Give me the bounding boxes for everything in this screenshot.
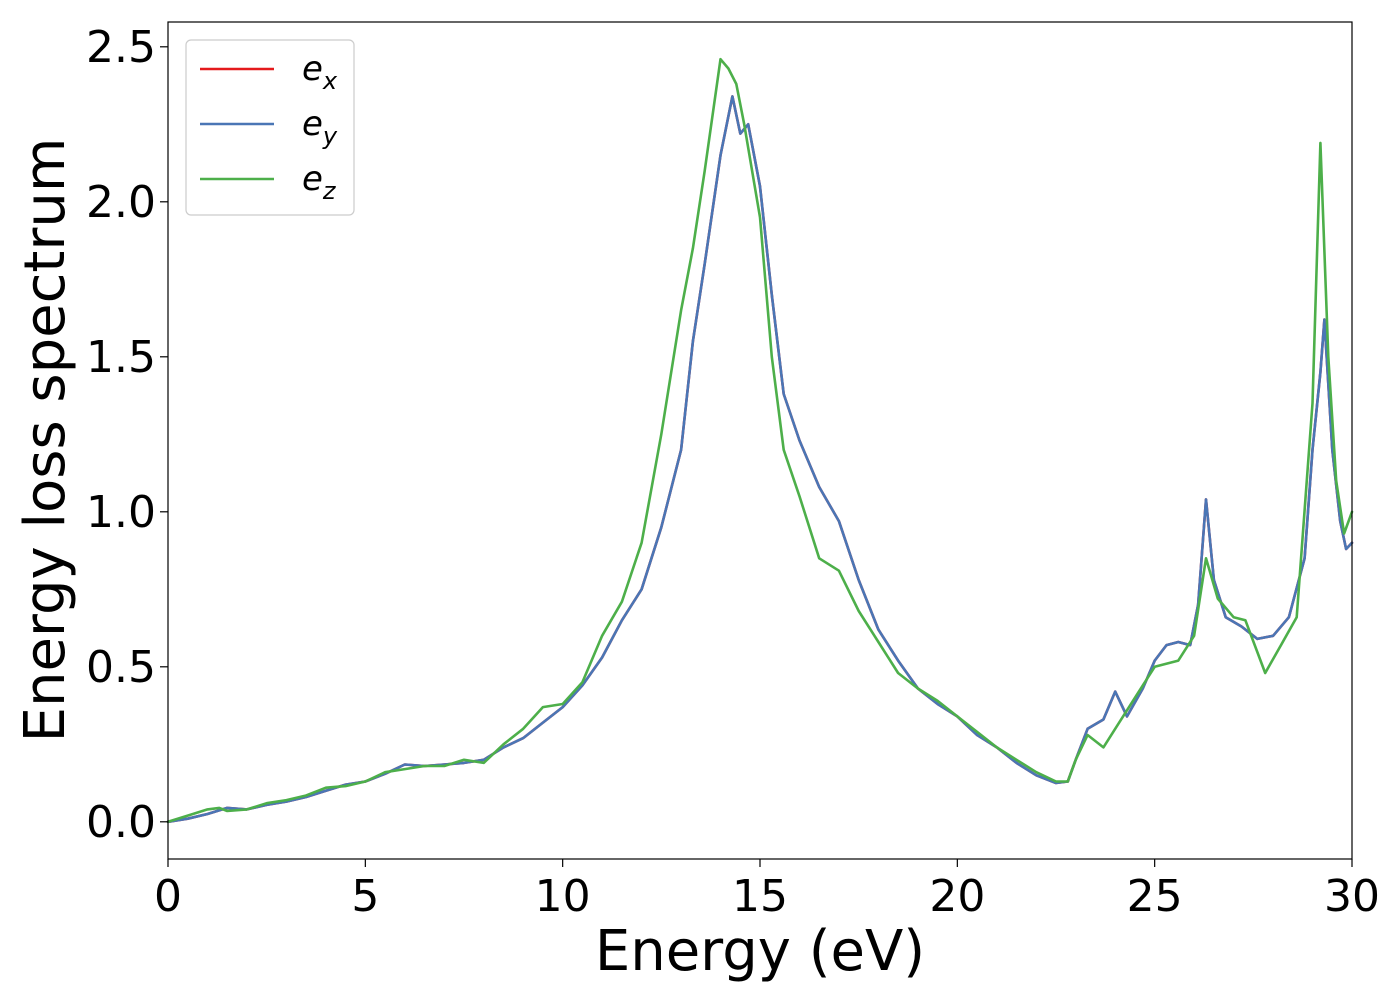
legend-label-subscript: x — [322, 67, 338, 95]
legend-label-e-x: ex — [302, 49, 338, 95]
x-tick-label: 10 — [535, 871, 591, 922]
x-tick-label: 5 — [351, 871, 379, 922]
series-layer — [166, 57, 1354, 824]
x-tick-label: 15 — [732, 871, 788, 922]
legend-label-base: e — [302, 49, 323, 89]
series-line-e-y — [166, 95, 1354, 824]
y-tick-label: 0.0 — [86, 797, 156, 848]
y-axis: 0.0 0.5 1.0 1.5 2.0 2.5 — [86, 22, 168, 848]
series-line-e-z — [166, 57, 1354, 824]
y-tick-label: 0.5 — [86, 642, 156, 693]
legend-box — [185, 39, 355, 216]
y-axis-label: Energy loss spectrum — [13, 138, 78, 743]
legend-label-base: e — [302, 104, 323, 144]
x-axis-label: Energy (eV) — [595, 919, 925, 984]
x-axis: 0 5 10 15 20 25 30 — [154, 859, 1380, 922]
x-tick-label: 20 — [929, 871, 985, 922]
legend-label-subscript: y — [322, 122, 338, 150]
x-tick-label: 0 — [154, 871, 182, 922]
legend-label-subscript: z — [322, 177, 337, 205]
legend-label-base: e — [302, 159, 323, 199]
legend-label-e-z: ez — [302, 159, 337, 205]
plot-area — [168, 22, 1352, 859]
x-tick-label: 25 — [1127, 871, 1183, 922]
y-tick-label: 1.0 — [86, 487, 156, 538]
y-tick-label: 2.5 — [86, 22, 156, 73]
y-tick-label: 2.0 — [86, 177, 156, 228]
legend-label-e-y: ey — [302, 104, 338, 150]
y-tick-label: 1.5 — [86, 332, 156, 383]
x-tick-label: 30 — [1324, 871, 1380, 922]
